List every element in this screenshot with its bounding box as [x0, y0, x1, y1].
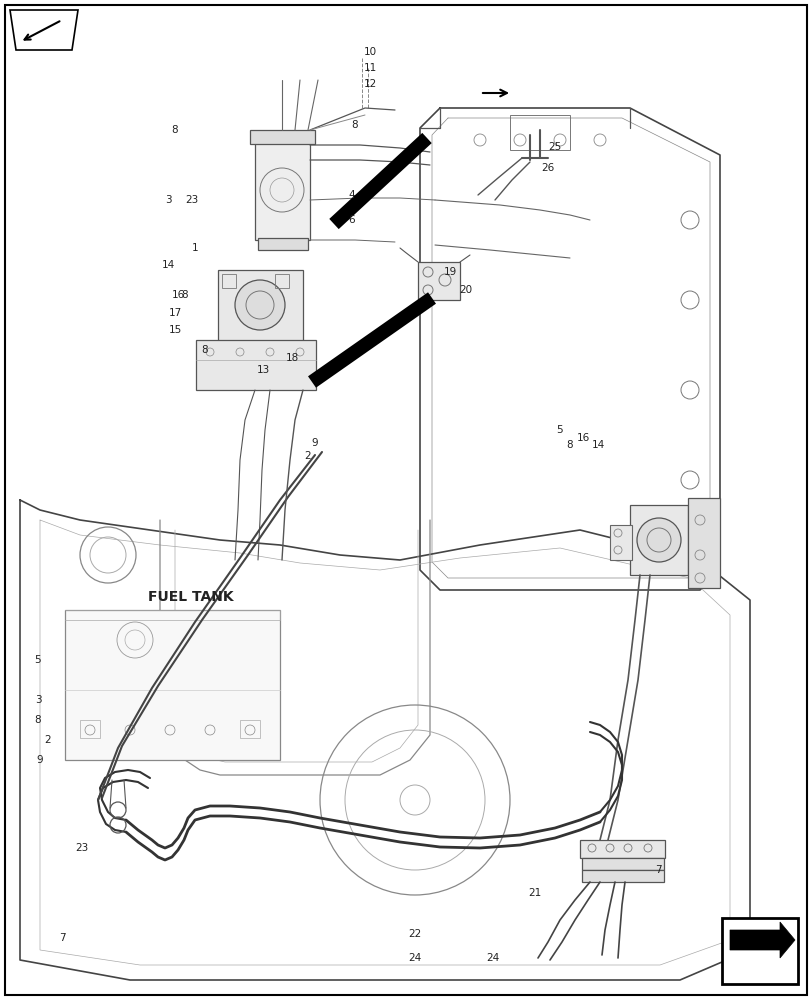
Text: 21: 21	[528, 888, 541, 898]
Text: 9: 9	[36, 755, 43, 765]
Text: 7: 7	[58, 933, 65, 943]
Bar	[509, 115, 569, 150]
Text: 6: 6	[348, 215, 355, 225]
Text: 26: 26	[541, 163, 554, 173]
Text: 25: 25	[547, 142, 561, 152]
Bar	[217, 270, 303, 342]
Text: 1: 1	[191, 243, 198, 253]
Text: 18: 18	[285, 353, 298, 363]
Bar	[579, 840, 664, 858]
Bar	[240, 720, 260, 738]
Bar	[80, 720, 100, 738]
Text: 11: 11	[363, 63, 376, 73]
Text: 3: 3	[165, 195, 171, 205]
Text: 24: 24	[408, 953, 421, 963]
Text: 20: 20	[459, 285, 472, 295]
Text: 17: 17	[168, 308, 182, 318]
Text: 8: 8	[201, 345, 208, 355]
Text: 5: 5	[556, 425, 563, 435]
Text: 13: 13	[256, 365, 269, 375]
Text: 23: 23	[75, 843, 88, 853]
Text: 8: 8	[171, 125, 178, 135]
Bar	[581, 870, 663, 882]
Text: 19: 19	[443, 267, 456, 277]
Text: 8: 8	[351, 120, 358, 130]
Text: 2: 2	[45, 735, 51, 745]
Text: 9: 9	[311, 438, 318, 448]
Text: FUEL TANK: FUEL TANK	[148, 590, 234, 604]
Bar	[418, 262, 460, 300]
Text: 16: 16	[576, 433, 589, 443]
Text: 10: 10	[363, 47, 376, 57]
Circle shape	[234, 280, 285, 330]
Bar	[221, 274, 236, 288]
Text: 3: 3	[35, 695, 41, 705]
Bar	[258, 238, 307, 250]
Bar	[65, 610, 280, 760]
Text: 8: 8	[182, 290, 188, 300]
Text: 12: 12	[363, 79, 376, 89]
Text: 8: 8	[35, 715, 41, 725]
Bar	[629, 505, 687, 575]
Text: 7: 7	[654, 865, 660, 875]
Bar	[275, 274, 289, 288]
Bar	[687, 498, 719, 588]
Text: 8: 8	[566, 440, 573, 450]
Bar	[255, 135, 310, 240]
Text: 14: 14	[590, 440, 604, 450]
Text: 2: 2	[304, 451, 311, 461]
Text: 16: 16	[171, 290, 184, 300]
Polygon shape	[10, 10, 78, 50]
Text: 14: 14	[161, 260, 174, 270]
Text: 4: 4	[348, 190, 355, 200]
Text: 22: 22	[408, 929, 421, 939]
Text: 24: 24	[486, 953, 499, 963]
Bar	[581, 858, 663, 870]
Text: 15: 15	[168, 325, 182, 335]
Text: 5: 5	[35, 655, 41, 665]
Bar	[250, 130, 315, 144]
Bar	[195, 340, 315, 390]
Text: 23: 23	[185, 195, 199, 205]
Bar	[609, 525, 631, 560]
Bar	[721, 918, 797, 984]
Polygon shape	[729, 922, 794, 958]
Circle shape	[636, 518, 680, 562]
